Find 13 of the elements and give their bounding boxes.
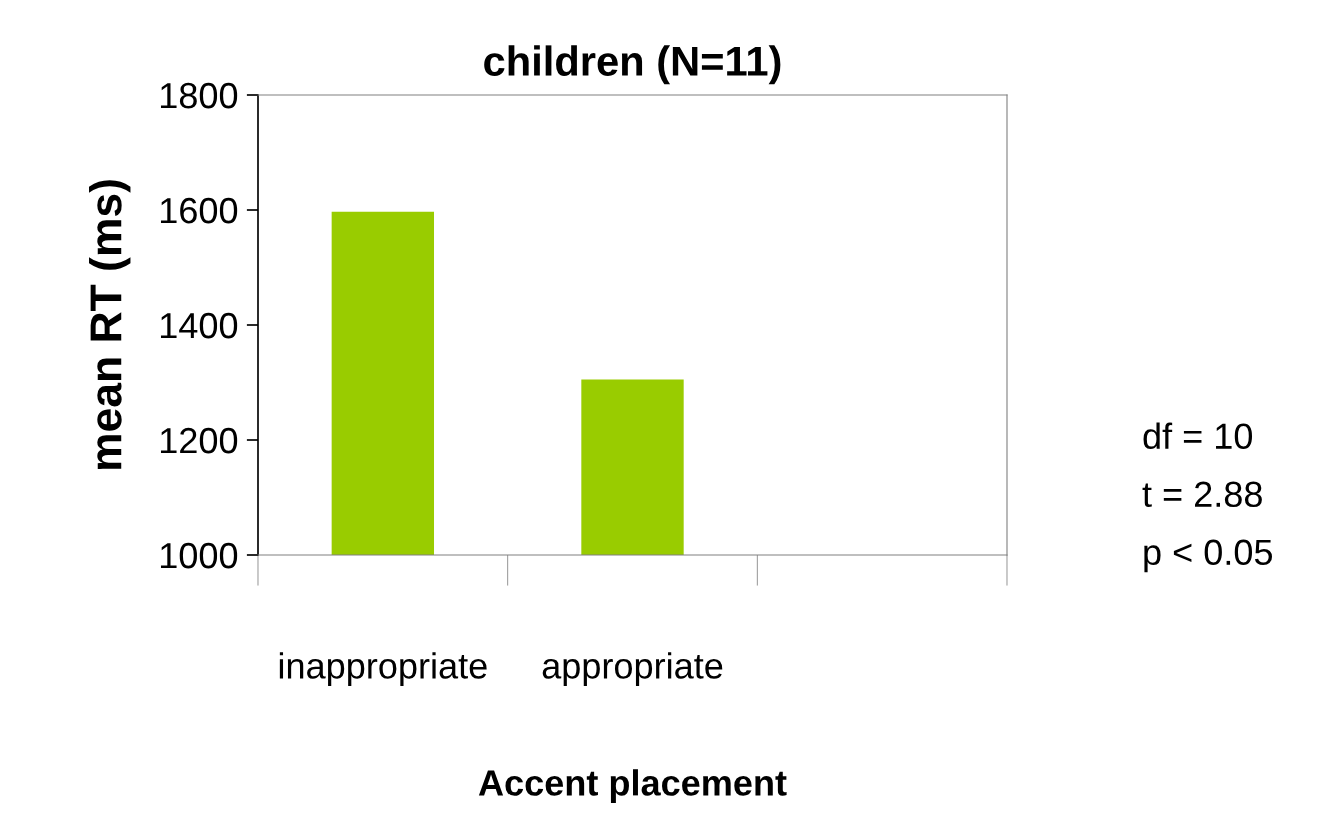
chart-title: children (N=11) <box>484 45 781 85</box>
text: df = 10 <box>1143 422 1253 450</box>
y-tick-label: 1200 <box>160 427 238 454</box>
y-tick-label: 1400 <box>160 312 238 339</box>
text: p < 0.05 <box>1144 539 1273 573</box>
y-tick-label: 1600 <box>160 197 238 224</box>
x-tick-label: appropriate <box>542 652 723 686</box>
y-axis-title: mean RT (ms) <box>89 180 131 469</box>
x-axis-title: Accent placement <box>478 769 787 803</box>
x-tick-label: inappropriate <box>279 652 487 686</box>
text: t = 2.88 <box>1142 481 1262 508</box>
y-tick-label: 1000 <box>160 542 238 569</box>
y-tick-label: 1800 <box>160 82 238 109</box>
